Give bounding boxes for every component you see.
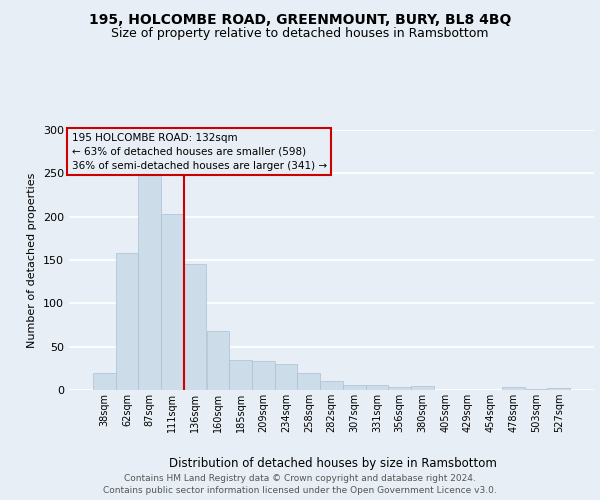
Bar — [275, 364, 298, 390]
Bar — [388, 388, 411, 390]
Bar — [411, 386, 434, 390]
Text: Size of property relative to detached houses in Ramsbottom: Size of property relative to detached ho… — [111, 28, 489, 40]
Bar — [229, 360, 252, 390]
Bar — [161, 214, 184, 390]
Bar — [365, 385, 388, 390]
Bar — [139, 174, 161, 390]
Text: 195, HOLCOMBE ROAD, GREENMOUNT, BURY, BL8 4BQ: 195, HOLCOMBE ROAD, GREENMOUNT, BURY, BL… — [89, 12, 511, 26]
Bar — [93, 372, 116, 390]
Bar — [547, 388, 570, 390]
Bar — [524, 389, 547, 390]
Bar — [116, 253, 139, 390]
Bar — [184, 264, 206, 390]
Bar — [252, 362, 275, 390]
Text: 195 HOLCOMBE ROAD: 132sqm
← 63% of detached houses are smaller (598)
36% of semi: 195 HOLCOMBE ROAD: 132sqm ← 63% of detac… — [71, 132, 327, 170]
Bar — [343, 385, 365, 390]
Bar — [502, 388, 524, 390]
Text: Distribution of detached houses by size in Ramsbottom: Distribution of detached houses by size … — [169, 458, 497, 470]
Y-axis label: Number of detached properties: Number of detached properties — [28, 172, 37, 348]
Text: Contains HM Land Registry data © Crown copyright and database right 2024.
Contai: Contains HM Land Registry data © Crown c… — [103, 474, 497, 495]
Bar — [298, 372, 320, 390]
Bar — [206, 331, 229, 390]
Bar — [320, 382, 343, 390]
